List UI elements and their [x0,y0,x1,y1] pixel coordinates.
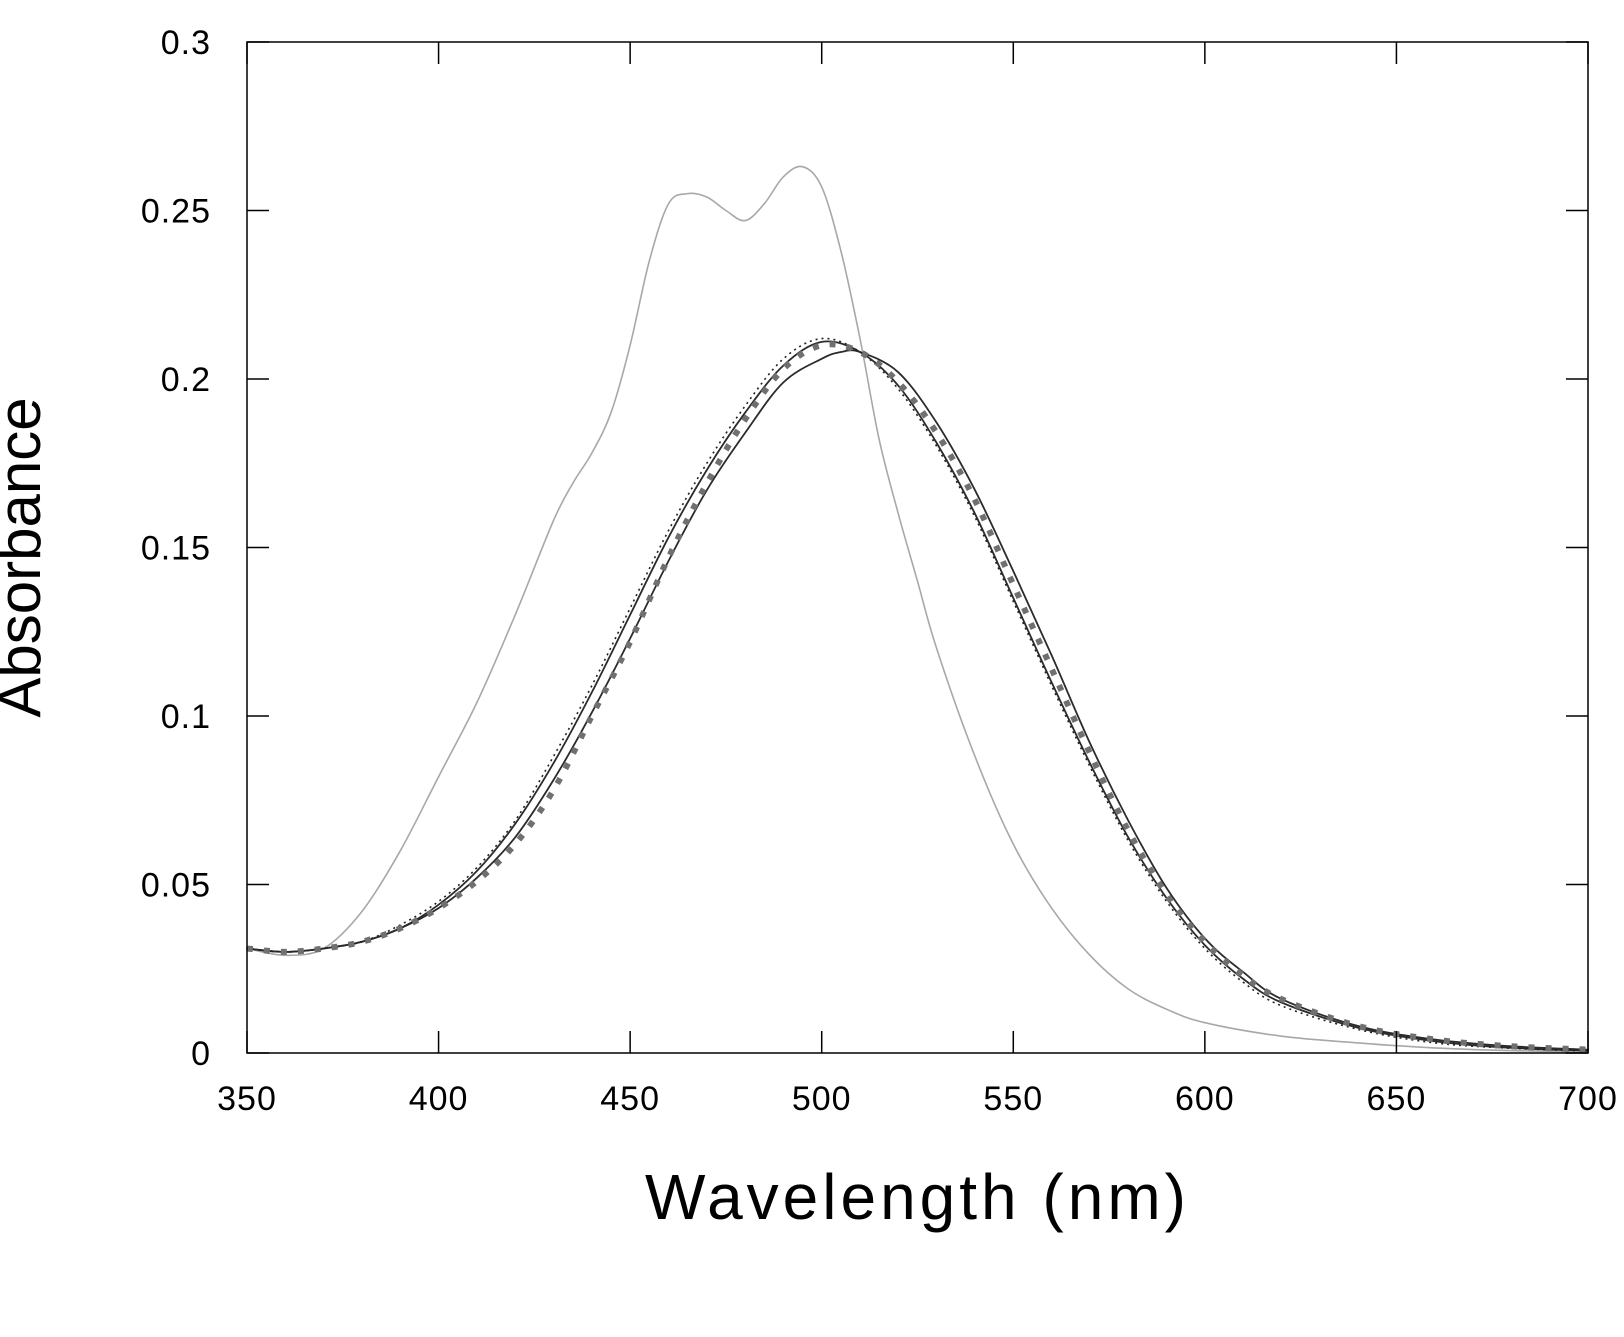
x-tick-label: 600 [1175,1080,1235,1118]
series-line-5 [246,341,1589,1053]
x-tick-label: 400 [409,1080,469,1118]
y-tick-label: 0.15 [141,530,211,568]
y-tick-label: 0.25 [141,193,211,231]
x-tick-label: 500 [792,1080,852,1118]
x-tick-label: 550 [983,1080,1043,1118]
x-tick-label: 700 [1558,1080,1618,1118]
y-tick-label: 0.05 [141,867,211,905]
x-axis-title: Wavelength (nm) [645,1161,1190,1233]
y-tick-label: 0.1 [161,698,211,736]
x-tick-label: 450 [600,1080,660,1118]
x-tick-label: 350 [217,1080,277,1118]
series-line-4 [246,337,1589,1052]
series-line-3 [246,340,1589,1052]
y-tick-label: 0.2 [161,361,211,399]
series-layer [246,165,1589,1053]
series-line-1 [246,165,1589,1053]
y-axis: 0 0.05 0.1 0.15 0.2 0.25 0.3 [141,24,1588,1073]
y-tick-label: 0 [191,1035,211,1073]
series-line-2 [246,349,1589,1051]
x-tick-label: 650 [1367,1080,1427,1118]
y-tick-label: 0.3 [161,24,211,62]
x-axis: 350 400 450 500 550 600 650 700 [217,42,1618,1118]
y-axis-title: Absorbance [0,397,53,717]
